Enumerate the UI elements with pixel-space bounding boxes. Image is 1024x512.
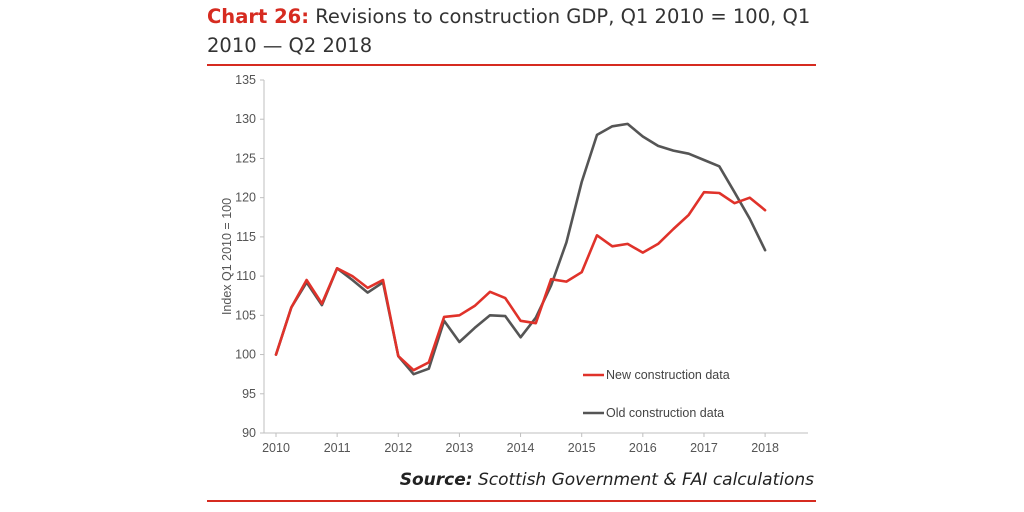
source-label: Source: bbox=[399, 470, 473, 490]
series-line-new-construction bbox=[274, 190, 767, 372]
x-tick-label: 2016 bbox=[629, 441, 657, 455]
series-line-old-construction bbox=[274, 122, 767, 376]
x-tick-label: 2012 bbox=[384, 441, 412, 455]
y-tick-label: 115 bbox=[236, 230, 256, 244]
legend-label: Old construction data bbox=[606, 406, 724, 420]
x-tick-label: 2015 bbox=[568, 441, 596, 455]
x-tick-label: 2010 bbox=[262, 441, 290, 455]
y-tick-label: 95 bbox=[242, 387, 256, 401]
x-tick-label: 2013 bbox=[446, 441, 474, 455]
chart-title-text: Revisions to construction GDP, Q1 2010 =… bbox=[207, 5, 811, 57]
top-rule bbox=[207, 64, 816, 66]
x-tick-label: 2011 bbox=[324, 441, 351, 455]
y-tick-label: 100 bbox=[235, 348, 256, 362]
source-text: Scottish Government & FAI calculations bbox=[472, 470, 814, 490]
x-tick-label: 2014 bbox=[507, 441, 535, 455]
bottom-rule bbox=[207, 500, 816, 502]
x-tick-label: 2018 bbox=[751, 441, 779, 455]
y-axis-label: Index Q1 2010 = 100 bbox=[220, 198, 234, 315]
y-tick-label: 110 bbox=[236, 269, 256, 283]
y-tick-label: 130 bbox=[235, 112, 256, 126]
y-tick-label: 135 bbox=[235, 73, 256, 87]
y-tick-label: 90 bbox=[242, 426, 256, 440]
y-tick-label: 125 bbox=[235, 151, 256, 165]
x-tick-label: 2017 bbox=[690, 441, 718, 455]
legend-label: New construction data bbox=[606, 368, 730, 382]
y-tick-label: 120 bbox=[235, 191, 256, 205]
y-tick-label: 105 bbox=[235, 308, 256, 322]
source-note: Source: Scottish Government & FAI calcul… bbox=[400, 470, 814, 490]
chart-number: Chart 26: bbox=[207, 5, 310, 28]
chart-title: Chart 26: Revisions to construction GDP,… bbox=[207, 2, 817, 60]
